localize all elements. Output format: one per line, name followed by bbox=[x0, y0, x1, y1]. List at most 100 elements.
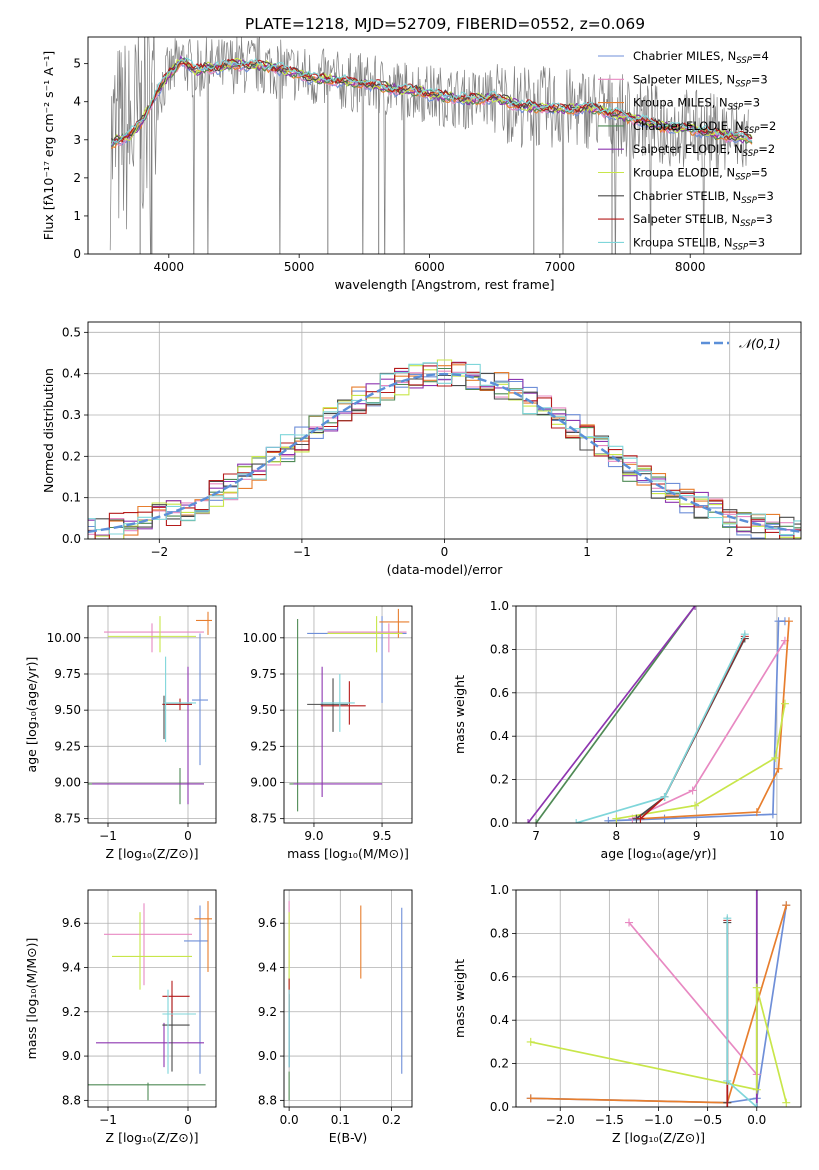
weight-marker-kroupa_elodie bbox=[612, 814, 621, 823]
model-spectrum-salpeter_stelib bbox=[111, 58, 753, 144]
x-tick-label: −2 bbox=[150, 545, 168, 559]
y-tick-label: 0.5 bbox=[62, 325, 81, 339]
weight-line-kroupa_stelib bbox=[726, 918, 758, 1107]
x-axis-label: Z [log₁₀(Z/Z⊙)] bbox=[106, 846, 199, 861]
weight-marker-kroupa_elodie bbox=[782, 1098, 791, 1107]
x-axis-label: E(B-V) bbox=[329, 1130, 368, 1145]
x-axis-label: wavelength [Angstrom, rest frame] bbox=[334, 277, 554, 292]
y-tick-label: 8.8 bbox=[62, 1093, 81, 1107]
weight-marker-salpeter_stelib bbox=[636, 814, 645, 823]
weight-marker-kroupa_elodie bbox=[691, 801, 700, 810]
y-tick-label: 0.8 bbox=[490, 642, 509, 656]
y-tick-label: 0.1 bbox=[62, 491, 81, 505]
x-tick-label: 5000 bbox=[284, 260, 315, 274]
y-tick-label: 0.0 bbox=[490, 816, 509, 830]
legend-entry-kroupa_stelib: Kroupa STELIB, NSSP=3 bbox=[633, 235, 765, 252]
x-axis-label: Z [log₁₀(Z/Z⊙)] bbox=[612, 1130, 705, 1145]
model-spectrum-chabrier_stelib bbox=[111, 58, 753, 142]
x-tick-label: 10 bbox=[769, 829, 784, 843]
weight-line-salpeter_elodie bbox=[527, 606, 696, 823]
weight-marker-kroupa_stelib bbox=[740, 630, 749, 639]
y-tick-label: 9.00 bbox=[54, 775, 81, 789]
y-tick-label: 9.4 bbox=[258, 961, 277, 975]
y-tick-label: 8.75 bbox=[250, 812, 277, 826]
weight-marker-chabrier_miles bbox=[660, 814, 669, 823]
grid-mass_vs_EBV bbox=[284, 890, 412, 1107]
panel-mass_vs_Z: −1 0 8.8 9.0 9.2 9.4 9.6 Z [log₁₀(Z/Z⊙)] mass [l… bbox=[24, 889, 217, 1145]
x-tick-label: −1 bbox=[99, 1113, 117, 1127]
x-tick-label: 0.0 bbox=[747, 1113, 766, 1127]
panel-mass_vs_EBV: 0.0 0.1 0.2 8.8 9.0 9.2 9.4 9.6 E(B-V) bbox=[258, 889, 413, 1145]
y-tick-label: 9.25 bbox=[54, 739, 81, 753]
weight-marker-kroupa_elodie bbox=[752, 1085, 761, 1094]
weight-line-salpeter_miles bbox=[632, 640, 786, 820]
plot-area-age_vs_Z bbox=[88, 611, 212, 805]
x-tick-label: −2.0 bbox=[546, 1113, 575, 1127]
plot-area-age_vs_mass bbox=[289, 608, 410, 812]
y-tick-label: 0.6 bbox=[490, 970, 509, 984]
weight-marker-salpeter_miles bbox=[625, 918, 634, 927]
legend-entry-kroupa_elodie: Kroupa ELODIE, NSSP=5 bbox=[633, 166, 768, 183]
panel-age_vs_mass: 9.0 9.5 8.75 9.00 9.25 9.50 9.75 10.00 mass [log… bbox=[243, 605, 413, 861]
x-axis-label: age [log₁₀(age/yr)] bbox=[601, 846, 717, 861]
weight-marker-kroupa_stelib bbox=[572, 819, 581, 823]
y-tick-label: 9.75 bbox=[54, 667, 81, 681]
y-tick-label: 10.00 bbox=[47, 631, 81, 645]
x-tick-label: −0.5 bbox=[693, 1113, 722, 1127]
y-tick-label: 8.75 bbox=[54, 812, 81, 826]
weight-marker-kroupa_miles bbox=[774, 764, 783, 773]
plot-area-residuals bbox=[88, 359, 801, 539]
x-tick-label: 6000 bbox=[414, 260, 445, 274]
y-tick-label: 0.6 bbox=[490, 686, 509, 700]
x-tick-label: 9.0 bbox=[304, 829, 323, 843]
y-tick-label: 0.2 bbox=[490, 773, 509, 787]
y-tick-label: 9.50 bbox=[250, 703, 277, 717]
weight-marker-kroupa_miles bbox=[784, 617, 793, 626]
plot-area-mass_weight_vs_Z bbox=[526, 890, 791, 1107]
y-tick-label: 0.0 bbox=[490, 1100, 509, 1114]
weight-marker-salpeter_stelib bbox=[723, 1103, 732, 1107]
y-tick-label: 1.0 bbox=[490, 883, 509, 897]
y-tick-label: 9.2 bbox=[258, 1005, 277, 1019]
y-tick-label: 0.4 bbox=[490, 1013, 509, 1027]
figure-title: PLATE=1218, MJD=52709, FIBERID=0552, z=0… bbox=[245, 15, 645, 33]
x-axis-label: (data-model)/error bbox=[387, 562, 504, 577]
panel-mass_weight_vs_age: 7 8 9 10 0.0 0.2 0.4 0.6 0.8 1.0 age [log₁₀(age/yr… bbox=[452, 599, 802, 861]
axes-frame bbox=[87, 36, 802, 255]
weight-marker-salpeter_elodie bbox=[752, 890, 761, 894]
y-tick-label: 9.4 bbox=[62, 961, 81, 975]
y-axis-label: mass weight bbox=[452, 959, 467, 1038]
x-tick-label: −1.5 bbox=[595, 1113, 624, 1127]
y-tick-label: 9.6 bbox=[62, 916, 81, 930]
weight-line-kroupa_miles bbox=[640, 621, 790, 820]
y-tick-label: 9.0 bbox=[258, 1049, 277, 1063]
weight-marker-kroupa_elodie bbox=[752, 983, 761, 992]
y-tick-label: 9.00 bbox=[250, 775, 277, 789]
legend-entry-salpeter_miles: Salpeter MILES, NSSP=3 bbox=[633, 72, 768, 89]
y-axis-label: age [log₁₀(age/yr)] bbox=[24, 657, 39, 773]
y-tick-label: 0.0 bbox=[62, 532, 81, 546]
y-tick-label: 9.50 bbox=[54, 703, 81, 717]
x-tick-label: −1 bbox=[99, 829, 117, 843]
plot-area-mass_vs_EBV bbox=[288, 901, 403, 1101]
axes-frame bbox=[87, 605, 217, 824]
axes-frame bbox=[87, 321, 802, 540]
weight-marker-kroupa_elodie bbox=[526, 1037, 535, 1046]
grid-age_vs_mass bbox=[284, 606, 412, 823]
y-tick-label: 5 bbox=[73, 57, 81, 71]
x-tick-label: 0.1 bbox=[331, 1113, 350, 1127]
x-tick-label: 9.5 bbox=[372, 829, 391, 843]
residual-histogram-kroupa_elodie bbox=[88, 359, 801, 539]
y-axis-label: mass weight bbox=[452, 675, 467, 754]
y-tick-label: 9.6 bbox=[258, 916, 277, 930]
panel-residuals: −2 −1 0 1 2 0.0 0.1 0.2 0.3 0.4 0.5 (data-model)/er… bbox=[41, 321, 802, 577]
x-tick-label: 8 bbox=[613, 829, 621, 843]
y-tick-label: 1 bbox=[73, 209, 81, 223]
y-tick-label: 8.8 bbox=[258, 1093, 277, 1107]
model-spectrum-kroupa_stelib bbox=[110, 57, 753, 146]
y-tick-label: 9.0 bbox=[62, 1049, 81, 1063]
weight-marker-chabrier_miles bbox=[604, 816, 613, 823]
legend: Chabrier MILES, NSSP=4 Salpeter MILES, NS… bbox=[598, 49, 776, 252]
normal-distribution-curve bbox=[88, 372, 801, 533]
axes-frame bbox=[515, 889, 802, 1108]
